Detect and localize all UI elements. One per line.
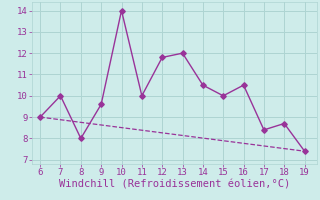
X-axis label: Windchill (Refroidissement éolien,°C): Windchill (Refroidissement éolien,°C) — [59, 180, 290, 190]
